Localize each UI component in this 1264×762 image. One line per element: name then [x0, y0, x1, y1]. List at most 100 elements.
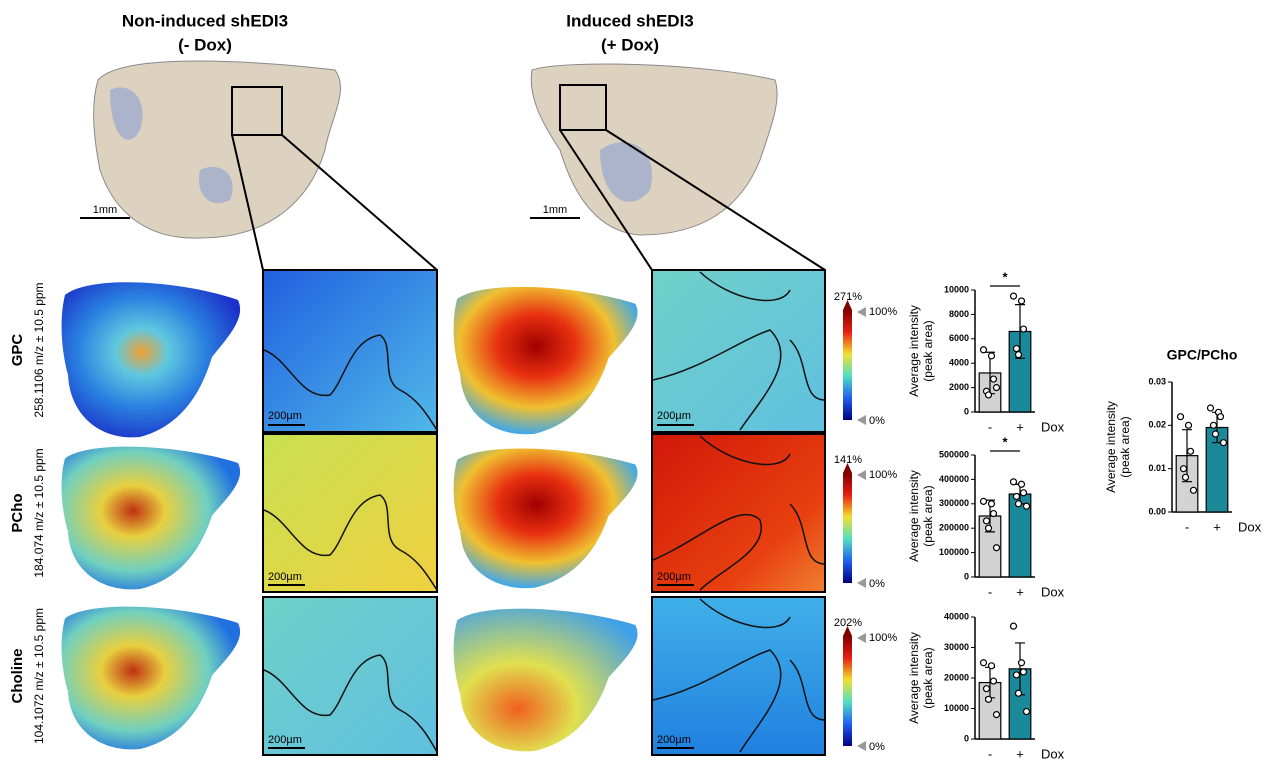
y-tick-label: 0: [964, 571, 969, 581]
data-point: [986, 696, 992, 702]
heatmap: [454, 287, 638, 434]
row-label: GPC: [9, 334, 26, 367]
y-axis-label: Average intensity: [1104, 401, 1118, 493]
data-point: [1024, 709, 1030, 715]
data-point: [1019, 298, 1025, 304]
zoom-panel: [263, 434, 437, 592]
data-point: [1016, 501, 1022, 507]
x-tick-label: +: [1213, 519, 1221, 534]
colorbar-bottom: 0%: [869, 741, 885, 753]
figure: Non-induced shEDI3 (- Dox) Induced shEDI…: [0, 0, 1264, 762]
y-tick-label: 4000: [949, 358, 969, 368]
colorbar-max: 202%: [834, 617, 862, 629]
x-tick-label: -: [1185, 519, 1189, 534]
y-axis-label: Average intensity: [907, 470, 921, 562]
tissue-overview: [531, 64, 777, 235]
x-axis-label: Dox: [1238, 519, 1262, 534]
data-point: [1014, 346, 1020, 352]
scale-label: 200µm: [268, 410, 302, 422]
data-point: [1016, 352, 1022, 358]
data-point: [989, 501, 995, 507]
scale-label: 200µm: [268, 571, 302, 583]
data-point: [1021, 669, 1027, 675]
x-tick-label: -: [988, 746, 992, 761]
data-point: [1213, 431, 1219, 437]
marker: [857, 578, 866, 588]
column-header: Non-induced shEDI3: [122, 11, 288, 30]
column-header: (- Dox): [178, 35, 232, 54]
mz-label: 104.1072 m/z ± 10.5 ppm: [32, 608, 46, 744]
column-header: (+ Dox): [601, 35, 659, 54]
x-tick-label: +: [1016, 746, 1024, 761]
colorbar-max: 271%: [834, 291, 862, 303]
heatmap: [454, 609, 638, 752]
data-point: [1021, 490, 1027, 496]
scale-label: 200µm: [657, 410, 691, 422]
colorbar-top: 100%: [869, 469, 897, 481]
y-tick-label: 2000: [949, 382, 969, 392]
y-axis-label: (peak area): [1118, 416, 1132, 477]
x-tick-label: +: [1016, 584, 1024, 599]
x-tick-label: +: [1016, 419, 1024, 434]
y-tick-label: 100000: [939, 547, 969, 557]
zoom-line: [282, 135, 437, 270]
y-axis-label: (peak area): [921, 485, 935, 546]
data-point: [994, 385, 1000, 391]
data-point: [991, 511, 997, 517]
x-axis-label: Dox: [1041, 419, 1065, 434]
x-tick-label: -: [988, 584, 992, 599]
heatmap: [454, 449, 638, 589]
column-header: Induced shEDI3: [566, 11, 694, 30]
data-point: [1016, 690, 1022, 696]
y-tick-label: 200000: [939, 523, 969, 533]
y-axis-label: Average intensity: [907, 305, 921, 397]
tissue-overview: [94, 61, 341, 238]
zoom-panel: [263, 597, 437, 755]
zoom-panel: [263, 270, 437, 432]
scale-label: 1mm: [543, 204, 567, 216]
marker: [857, 307, 866, 317]
row-label: PCho: [9, 493, 26, 532]
data-point: [986, 525, 992, 531]
y-tick-label: 8000: [949, 309, 969, 319]
data-point: [1221, 440, 1227, 446]
data-point: [1011, 623, 1017, 629]
marker: [857, 470, 866, 480]
mz-label: 184.074 m/z ± 10.5 ppm: [32, 448, 46, 577]
marker: [857, 415, 866, 425]
data-point: [1181, 466, 1187, 472]
charts: Average intensity(peak area)020004000600…: [907, 269, 1261, 761]
colorbar-bottom: 0%: [869, 415, 885, 427]
heatmap: [62, 447, 241, 590]
y-tick-label: 10000: [944, 284, 969, 294]
data-point: [984, 686, 990, 692]
marker: [857, 633, 866, 643]
y-tick-label: 10000: [944, 703, 969, 713]
row-label: Choline: [9, 649, 26, 704]
x-axis-label: Dox: [1041, 584, 1065, 599]
y-tick-label: 400000: [939, 474, 969, 484]
scale-label: 1mm: [93, 204, 117, 216]
y-tick-label: 300000: [939, 498, 969, 508]
y-tick-label: 6000: [949, 333, 969, 343]
data-point: [981, 347, 987, 353]
data-point: [1186, 422, 1192, 428]
y-tick-label: 0.02: [1148, 420, 1166, 430]
y-axis-label: (peak area): [921, 320, 935, 381]
y-tick-label: 0.03: [1148, 376, 1166, 386]
colorbar: [843, 310, 852, 420]
zoom-panel: [652, 270, 825, 432]
y-axis-label: (peak area): [921, 647, 935, 708]
data-point: [1014, 493, 1020, 499]
data-point: [1019, 660, 1025, 666]
data-point: [1218, 414, 1224, 420]
y-tick-label: 20000: [944, 672, 969, 682]
layout: [62, 61, 825, 755]
data-point: [1191, 487, 1197, 493]
x-tick-label: -: [988, 419, 992, 434]
y-axis-label: Average intensity: [907, 632, 921, 724]
data-point: [1211, 422, 1217, 428]
heatmap: [62, 607, 241, 750]
data-point: [981, 660, 987, 666]
y-tick-label: 500000: [939, 449, 969, 459]
